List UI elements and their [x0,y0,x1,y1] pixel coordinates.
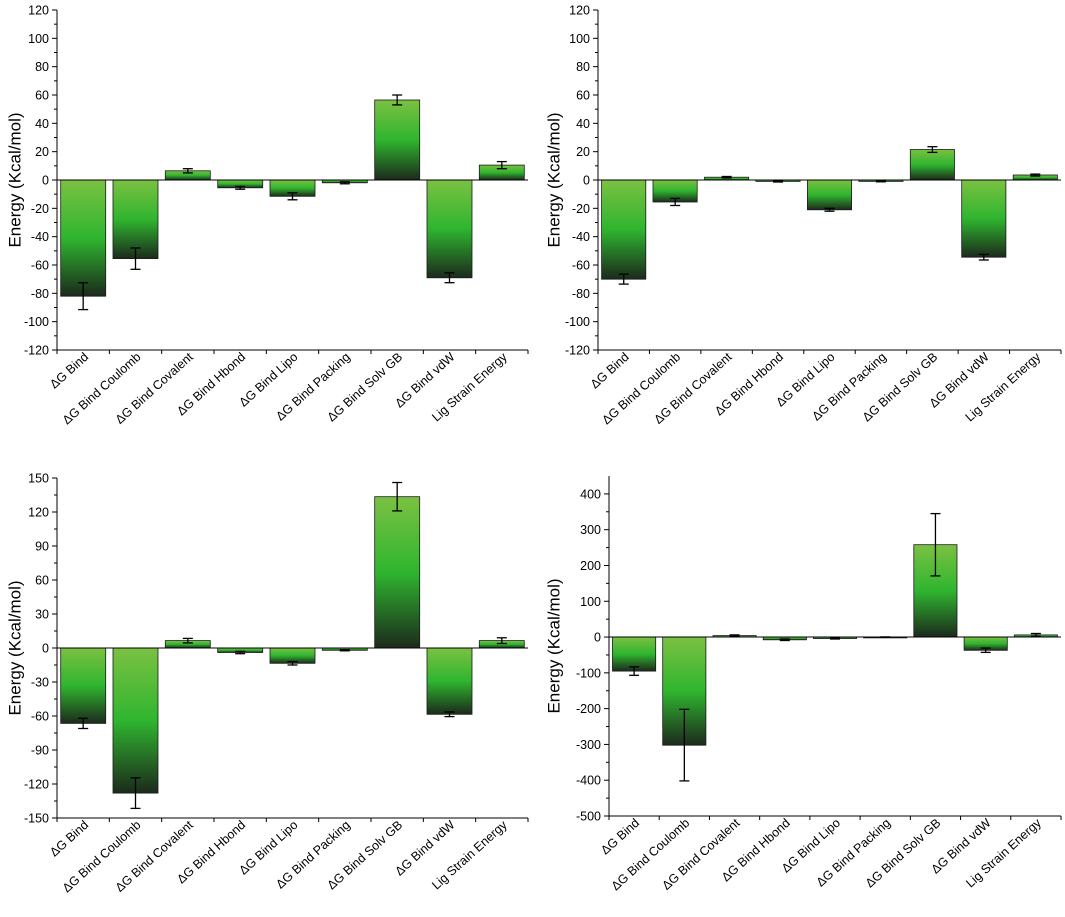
chart-panel-top-right: ΔG Bind ΔG Bind Coulomb ΔG Bind Covalent ΔG… [540,0,1065,456]
bar-1 [60,647,107,724]
y-tick-label-3: -90 [31,744,49,758]
y-tick-label-10: 60 [35,89,49,103]
y-tick-label-3: -80 [572,287,590,301]
y-tick-label-1: -150 [24,812,49,826]
y-tick-label-9: 300 [580,523,601,537]
y-tick-label-10: 400 [580,487,601,501]
bar-8 [426,647,473,715]
y-tick-label-6: 0 [42,642,49,656]
bar-7 [374,496,421,649]
y-tick-label-5: -40 [31,230,49,244]
y-tick-label-7: 30 [35,608,49,622]
bar-7 [909,149,955,181]
y-tick-label-4: -200 [576,702,601,716]
chart-panel-bottom-left: ΔG Bind ΔG Bind Coulomb ΔG Bind Covalent ΔG… [0,466,532,912]
y-tick-label-13: 120 [28,4,49,18]
y-tick-label-8: 60 [35,574,49,588]
bar-8 [961,179,1007,258]
bar-8 [426,179,473,279]
y-tick-label-7: 0 [583,174,590,188]
y-tick-label-5: -100 [576,666,601,680]
y-tick-label-4: -60 [31,710,49,724]
y-tick-label-4: -60 [31,259,49,273]
y-tick-label-11: 80 [35,60,49,74]
bar-5 [806,179,852,211]
y-tick-label-11: 80 [576,60,590,74]
y-axis-title: Energy (Kcal/mol) [5,580,24,715]
y-tick-label-6: 0 [594,631,601,645]
bar-1 [612,636,657,672]
chart-panel-bottom-right: ΔG Bind ΔG Bind Coulomb ΔG Bind Covalent ΔG… [540,466,1065,912]
bar-2 [112,179,159,259]
y-axis-title: Energy (Kcal/mol) [544,112,563,247]
y-tick-label-12: 100 [569,32,590,46]
y-tick-label-3: -80 [31,287,49,301]
y-tick-label-10: 60 [576,89,590,103]
bar-2 [112,647,159,794]
y-tick-label-9: 40 [35,117,49,131]
y-tick-label-2: -100 [565,315,590,329]
y-tick-label-2: -120 [24,778,49,792]
y-tick-label-9: 40 [576,117,590,131]
y-axis-title: Energy (Kcal/mol) [544,578,563,713]
y-tick-label-6: -20 [31,202,49,216]
y-tick-label-8: 20 [35,145,49,159]
y-tick-label-7: 0 [42,174,49,188]
y-tick-label-8: 20 [576,145,590,159]
chart-panel-top-left: ΔG Bind ΔG Bind Coulomb ΔG Bind Covalent ΔG… [0,0,532,456]
y-tick-label-13: 120 [569,4,590,18]
bar-7 [374,99,421,181]
category-label-1: ΔG Bind [598,816,642,858]
y-tick-label-8: 200 [580,559,601,573]
y-tick-label-10: 120 [28,506,49,520]
category-label-1: ΔG Bind [47,818,91,860]
y-tick-label-12: 100 [28,32,49,46]
y-tick-label-1: -500 [576,810,601,824]
y-tick-label-1: -120 [24,344,49,358]
bar-1 [601,179,647,280]
y-tick-label-6: -20 [572,202,590,216]
y-tick-label-4: -60 [572,259,590,273]
category-label-1: ΔG Bind [47,350,91,392]
y-tick-label-5: -40 [572,230,590,244]
y-tick-label-2: -100 [24,315,49,329]
y-tick-label-5: -30 [31,676,49,690]
bar-1 [60,179,107,297]
y-tick-label-7: 100 [580,595,601,609]
y-tick-label-9: 90 [35,540,49,554]
y-tick-label-1: -120 [565,344,590,358]
y-tick-label-2: -400 [576,774,601,788]
category-label-1: ΔG Bind [588,350,632,392]
y-tick-label-3: -300 [576,738,601,752]
y-tick-label-11: 150 [28,472,49,486]
y-axis-title: Energy (Kcal/mol) [5,112,24,247]
